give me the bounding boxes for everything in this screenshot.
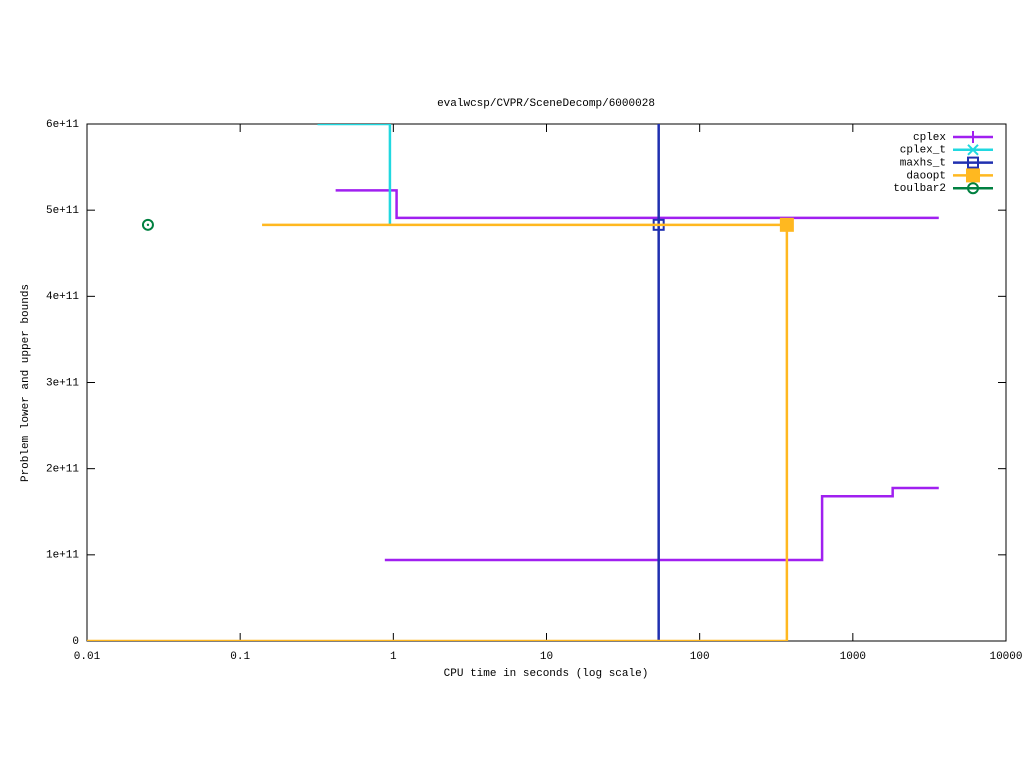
y-tick-label: 2e+11 <box>46 464 79 476</box>
y-tick-label: 4e+11 <box>46 291 79 303</box>
plot-border <box>86 123 1007 642</box>
marker <box>967 156 979 169</box>
plot-area <box>87 124 939 641</box>
series-line <box>335 189 939 562</box>
y-tick-label: 3e+11 <box>46 377 79 389</box>
marker <box>779 217 794 232</box>
legend-label: cplex <box>913 132 946 144</box>
marker-ring <box>967 182 979 195</box>
y-tick-label: 6e+11 <box>46 119 79 131</box>
legend-label: maxhs_t <box>900 158 946 170</box>
x-tick-label: 100 <box>690 651 710 663</box>
x-tick-label: 1000 <box>840 651 866 663</box>
marker <box>966 168 980 183</box>
y-tick-label: 0 <box>72 636 79 648</box>
y-axis-label: Problem lower and upper bounds <box>20 284 32 482</box>
marker <box>967 144 979 156</box>
series-line <box>87 223 789 641</box>
marker <box>141 218 154 231</box>
marker <box>967 131 979 143</box>
legend-label: toulbar2 <box>893 183 946 195</box>
marker-dot <box>971 187 975 190</box>
x-tick-label: 10000 <box>989 651 1022 663</box>
x-tick-label: 0.1 <box>230 651 250 663</box>
x-tick-label: 0.01 <box>74 651 101 663</box>
marker-ring <box>141 218 154 231</box>
x-axis-label: CPU time in seconds (log scale) <box>444 668 649 680</box>
legend-label: daoopt <box>906 170 946 182</box>
y-tick-label: 5e+11 <box>46 205 79 217</box>
marker-dot <box>146 223 150 227</box>
x-tick-label: 10 <box>540 651 553 663</box>
series-line <box>317 124 392 225</box>
y-tick-label: 1e+11 <box>46 550 79 562</box>
chart-title: evalwcsp/CVPR/SceneDecomp/6000028 <box>437 98 655 110</box>
marker <box>967 182 979 195</box>
x-tick-label: 1 <box>390 651 397 663</box>
legend-label: cplex_t <box>900 145 946 157</box>
